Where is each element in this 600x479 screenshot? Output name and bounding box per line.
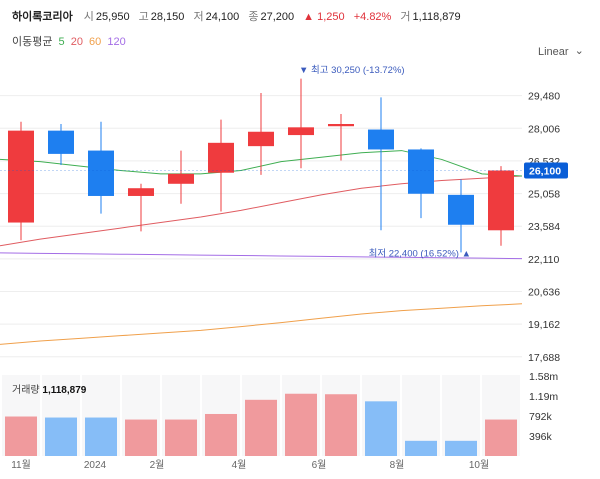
volume-bar (285, 393, 317, 456)
volume-tick-label: 1.19m (529, 391, 558, 403)
low-marker-label: 최저 22,400 (16.52%) ▲ (369, 248, 471, 259)
price-tick-label: 19,162 (528, 319, 560, 331)
candle-body (368, 129, 394, 150)
current-price-label: 26,100 (529, 166, 561, 178)
volume-tick-label: 1.58m (529, 371, 558, 383)
change-value: 1,250 (317, 11, 345, 23)
scale-mode-dropdown[interactable]: Linear ⌄ (538, 45, 584, 58)
volume-bar (245, 399, 277, 456)
change-percent: +4.82% (353, 11, 392, 23)
volume-tick-label: 396k (529, 431, 553, 443)
candle-body (128, 188, 154, 196)
scale-mode-label: Linear (538, 46, 569, 58)
candle-body (488, 170, 514, 231)
volume-bar (325, 394, 357, 456)
volume-bar (45, 417, 77, 456)
price-tick-label: 25,058 (528, 189, 560, 201)
current-price-tag (524, 162, 568, 179)
volume-bar (485, 419, 517, 456)
x-axis-label: 11월 (11, 459, 31, 471)
open-label: 시 (83, 11, 94, 23)
ma120-line (0, 252, 523, 260)
high-label: 고 (138, 11, 149, 23)
candle-body (448, 194, 474, 225)
high-value: 28,150 (150, 11, 185, 23)
open-value: 25,950 (95, 11, 130, 23)
ma-legend-60[interactable]: 60 (89, 36, 102, 48)
price-tick-label: 17,688 (528, 352, 560, 364)
ma-legend-label: 이동평균 (12, 36, 53, 48)
stock-name: 하이록코리아 (12, 11, 73, 23)
price-tick-label: 22,110 (528, 254, 559, 266)
close-value: 27,200 (260, 11, 295, 23)
ma20-line (0, 175, 523, 247)
ma-legend-20[interactable]: 20 (70, 36, 83, 48)
ma60-line (0, 303, 523, 345)
volume-bar (5, 416, 37, 456)
high-marker-label: ▼ 최고 30,250 (-13.72%) (299, 65, 405, 76)
ma-legend-5[interactable]: 5 (58, 36, 65, 48)
x-axis-label: 4월 (232, 459, 247, 471)
x-axis-label: 2월 (150, 459, 165, 471)
volume-bar (445, 440, 477, 456)
candle-body (208, 142, 234, 173)
volume-bar (165, 419, 197, 456)
candle-body (328, 124, 354, 127)
volume-title: 거래량 1,118,879 (12, 381, 86, 396)
volume-bar (85, 417, 117, 456)
x-axis-label: 10월 (469, 459, 489, 471)
price-tick-label: 23,584 (528, 221, 560, 233)
volume-bar (205, 413, 237, 456)
x-axis-label: 2024 (84, 460, 107, 471)
volume-value: 1,118,879 (412, 11, 461, 23)
candle-body (248, 131, 274, 147)
candle-body (8, 130, 34, 223)
volume-bar (125, 419, 157, 456)
candle-body (288, 127, 314, 136)
volume-bar (365, 401, 397, 456)
candle-body (168, 173, 194, 184)
x-axis-label: 8월 (390, 459, 405, 471)
moving-average-legend: 이동평균 5 20 60 120 (12, 33, 129, 49)
volume-title-total: 1,118,879 (42, 385, 87, 396)
close-label: 종 (248, 11, 259, 23)
volume-bar (405, 440, 437, 456)
price-tick-label: 20,636 (528, 286, 560, 298)
volume-tick-label: 792k (529, 411, 553, 423)
change-arrow-icon: ▲ (303, 11, 315, 23)
candle-body (408, 149, 434, 194)
low-value: 24,100 (205, 11, 240, 23)
ma-legend-120[interactable]: 120 (107, 36, 126, 48)
volume-label: 거 (400, 11, 411, 23)
price-tick-label: 29,480 (528, 91, 560, 103)
chevron-down-icon: ⌄ (574, 45, 584, 57)
stock-summary-header: 하이록코리아 시 25,950 고 28,150 저 24,100 종 27,200 ▲… (12, 8, 467, 24)
candle-body (48, 130, 74, 154)
volume-title-label: 거래량 (12, 385, 40, 396)
price-tick-label: 28,006 (528, 123, 560, 135)
candle-body (88, 150, 114, 196)
low-label: 저 (193, 11, 204, 23)
x-axis-label: 6월 (312, 459, 327, 471)
